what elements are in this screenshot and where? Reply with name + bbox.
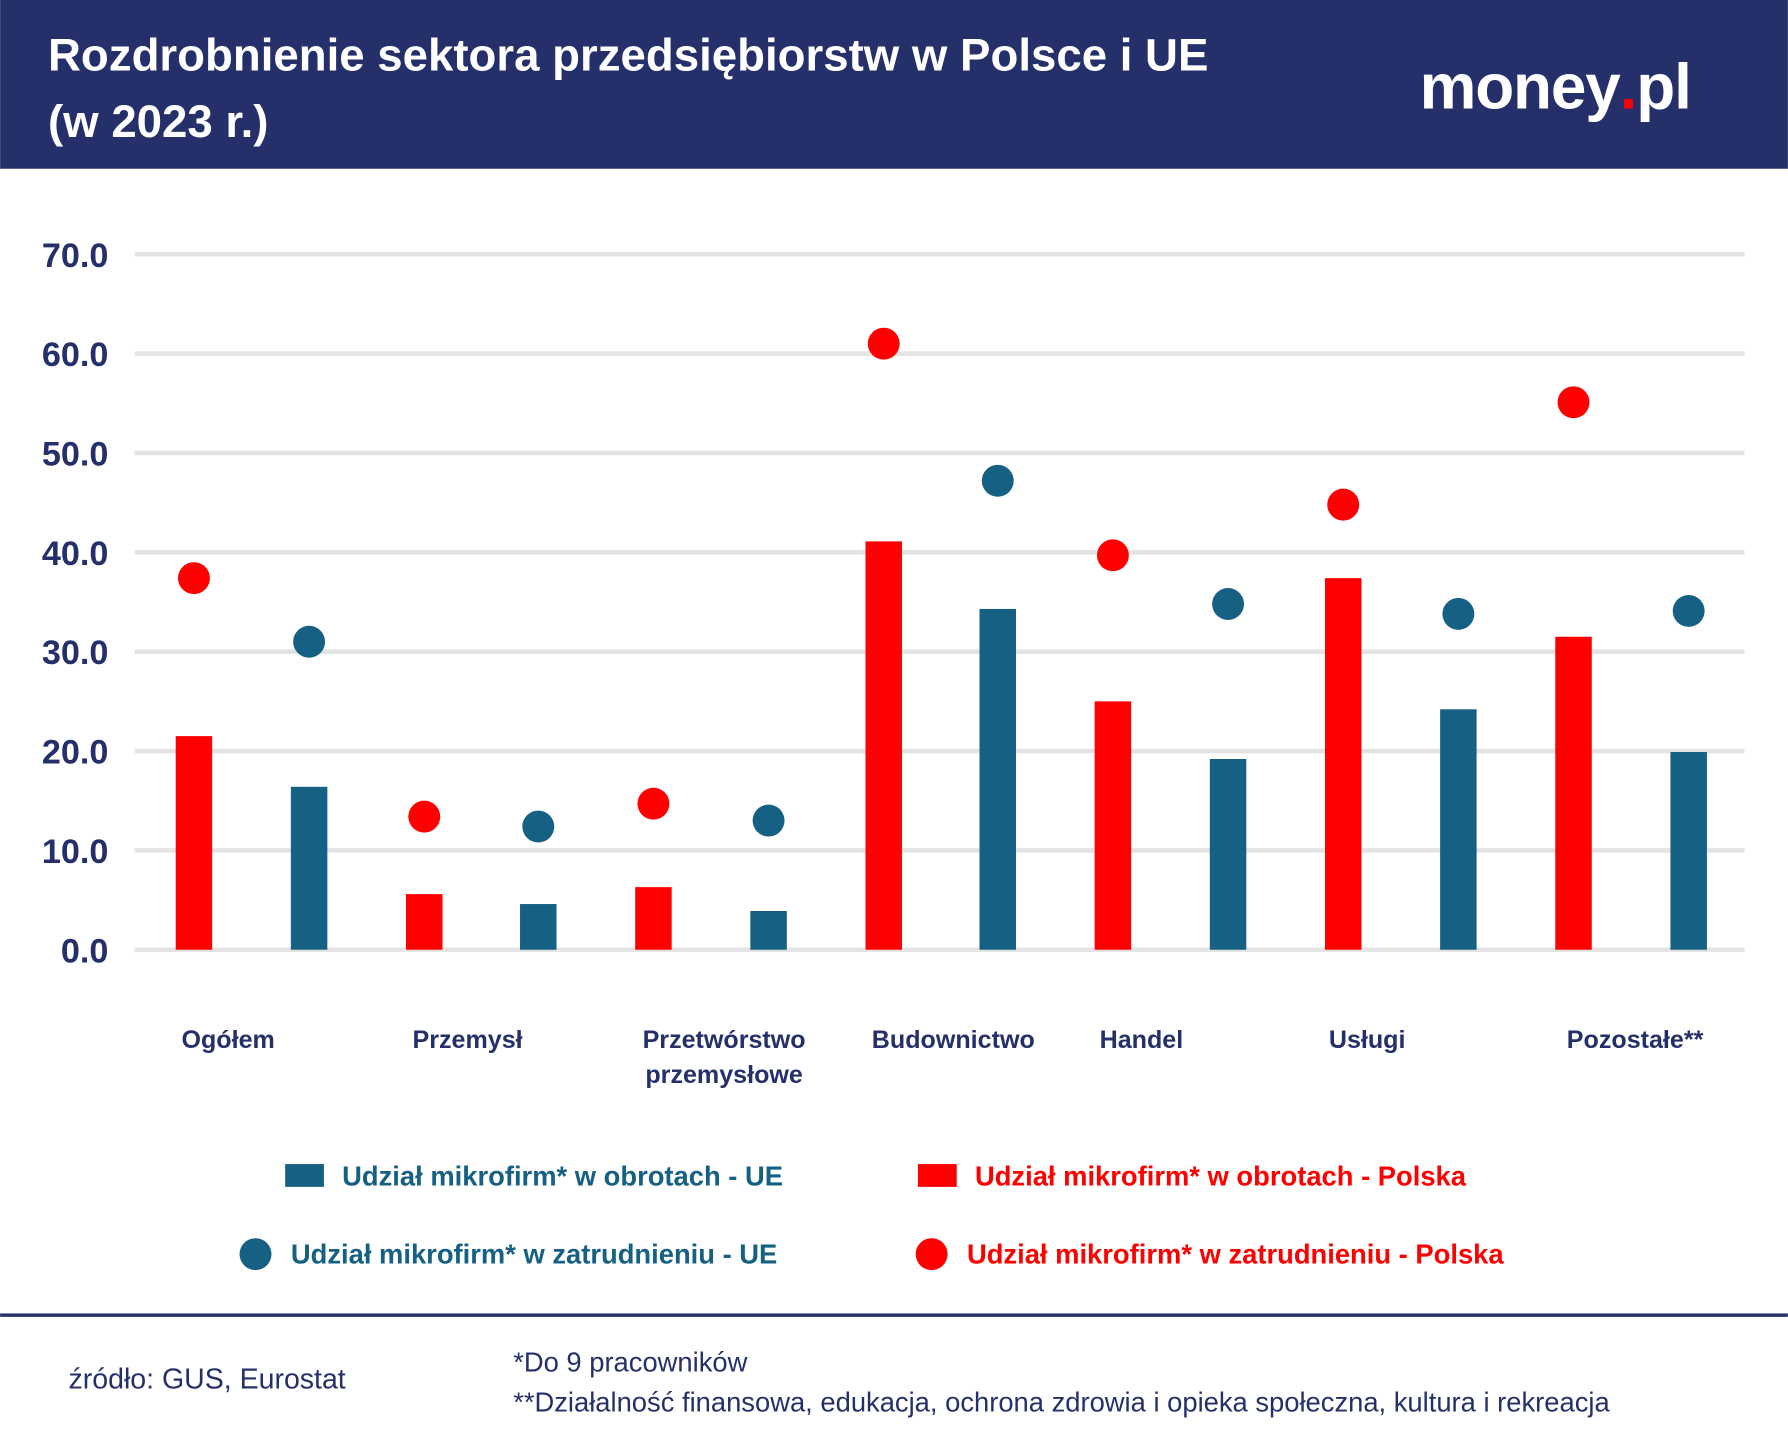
bar <box>1440 709 1477 950</box>
legend-label: Udział mikrofirm* w zatrudnieniu - Polsk… <box>967 1238 1504 1269</box>
legend-swatch-bar-polska <box>917 1164 957 1187</box>
chart-title: Rozdrobnienie sektora przedsiębiorstw w … <box>48 30 1208 81</box>
chart-marks <box>175 327 1707 950</box>
gridline <box>134 450 1745 456</box>
y-tick-label: 20.0 <box>42 734 109 772</box>
y-axis-ticks: 0.0 10.0 20.0 30.0 40.0 50.0 60.0 70.0 <box>42 237 109 970</box>
gridline <box>134 947 1745 953</box>
dot <box>1096 539 1129 572</box>
bar <box>979 608 1016 950</box>
dot <box>1442 597 1475 630</box>
bar <box>290 786 328 950</box>
bar <box>1094 701 1132 950</box>
chart-subtitle: (w 2023 r.) <box>48 96 269 147</box>
category-label: Przemysł <box>413 1026 523 1054</box>
category-label: Handel <box>1100 1026 1184 1054</box>
dot <box>637 787 670 820</box>
y-tick-label: 30.0 <box>42 634 109 672</box>
gridline <box>134 550 1745 555</box>
dot <box>1327 488 1360 521</box>
category-label: Ogółem <box>181 1026 274 1054</box>
bar <box>520 904 557 950</box>
header-bar <box>0 0 1788 169</box>
bar <box>865 541 902 950</box>
dot <box>177 562 210 595</box>
gridline <box>134 351 1745 356</box>
gridlines <box>134 251 1745 953</box>
legend-swatch-bar-ue <box>285 1164 324 1187</box>
y-tick-label: 0.0 <box>61 932 109 970</box>
dot <box>981 464 1014 497</box>
legend-label: Udział mikrofirm* w obrotach - UE <box>342 1161 783 1192</box>
y-tick-label: 70.0 <box>42 237 109 275</box>
y-tick-label: 60.0 <box>42 336 109 374</box>
footer-divider <box>0 1313 1788 1317</box>
bar <box>1324 578 1362 950</box>
bar <box>1209 758 1247 950</box>
dot <box>408 800 441 833</box>
y-tick-label: 10.0 <box>42 833 109 871</box>
y-tick-label: 40.0 <box>42 535 109 573</box>
svg-text:money.pl: money.pl <box>1420 50 1691 122</box>
dot <box>1672 594 1705 627</box>
x-axis-labels: Ogółem Przemysł Przetwórstwo przemysłowe Bud… <box>181 1026 1703 1089</box>
category-label: Usługi <box>1329 1026 1406 1054</box>
legend-swatch-dot-ue <box>239 1238 272 1271</box>
gridline <box>134 848 1745 853</box>
gridline <box>134 251 1745 257</box>
legend-label: Udział mikrofirm* w obrotach - Polska <box>975 1161 1467 1192</box>
source-note: źródło: GUS, Eurostat <box>69 1364 346 1396</box>
dot <box>752 804 785 837</box>
category-label: przemysłowe <box>645 1061 803 1089</box>
dot <box>1557 386 1590 419</box>
legend-swatch-dot-polska <box>915 1238 948 1271</box>
legend: Udział mikrofirm* w obrotach - UE Udział… <box>239 1161 1504 1271</box>
dot <box>522 810 555 843</box>
dot <box>867 327 900 360</box>
bar <box>406 894 443 950</box>
gridline <box>134 748 1745 754</box>
gridline <box>134 649 1745 654</box>
dot <box>293 625 326 658</box>
category-label: Budownictwo <box>872 1026 1035 1054</box>
bar <box>1670 752 1707 950</box>
logo: money.pl <box>1420 50 1692 122</box>
legend-label: Udział mikrofirm* w zatrudnieniu - UE <box>291 1238 777 1269</box>
bar <box>175 736 213 950</box>
category-label: Pozostałe** <box>1567 1026 1704 1054</box>
dot <box>1212 588 1245 620</box>
category-label: Przetwórstwo <box>643 1026 806 1054</box>
footnote-2: **Działalność finansowa, edukacja, ochro… <box>513 1386 1610 1417</box>
bar <box>750 910 787 950</box>
y-tick-label: 50.0 <box>42 436 109 474</box>
bar <box>635 887 672 950</box>
bar <box>1555 636 1592 950</box>
footnote-1: *Do 9 pracowników <box>513 1347 747 1378</box>
